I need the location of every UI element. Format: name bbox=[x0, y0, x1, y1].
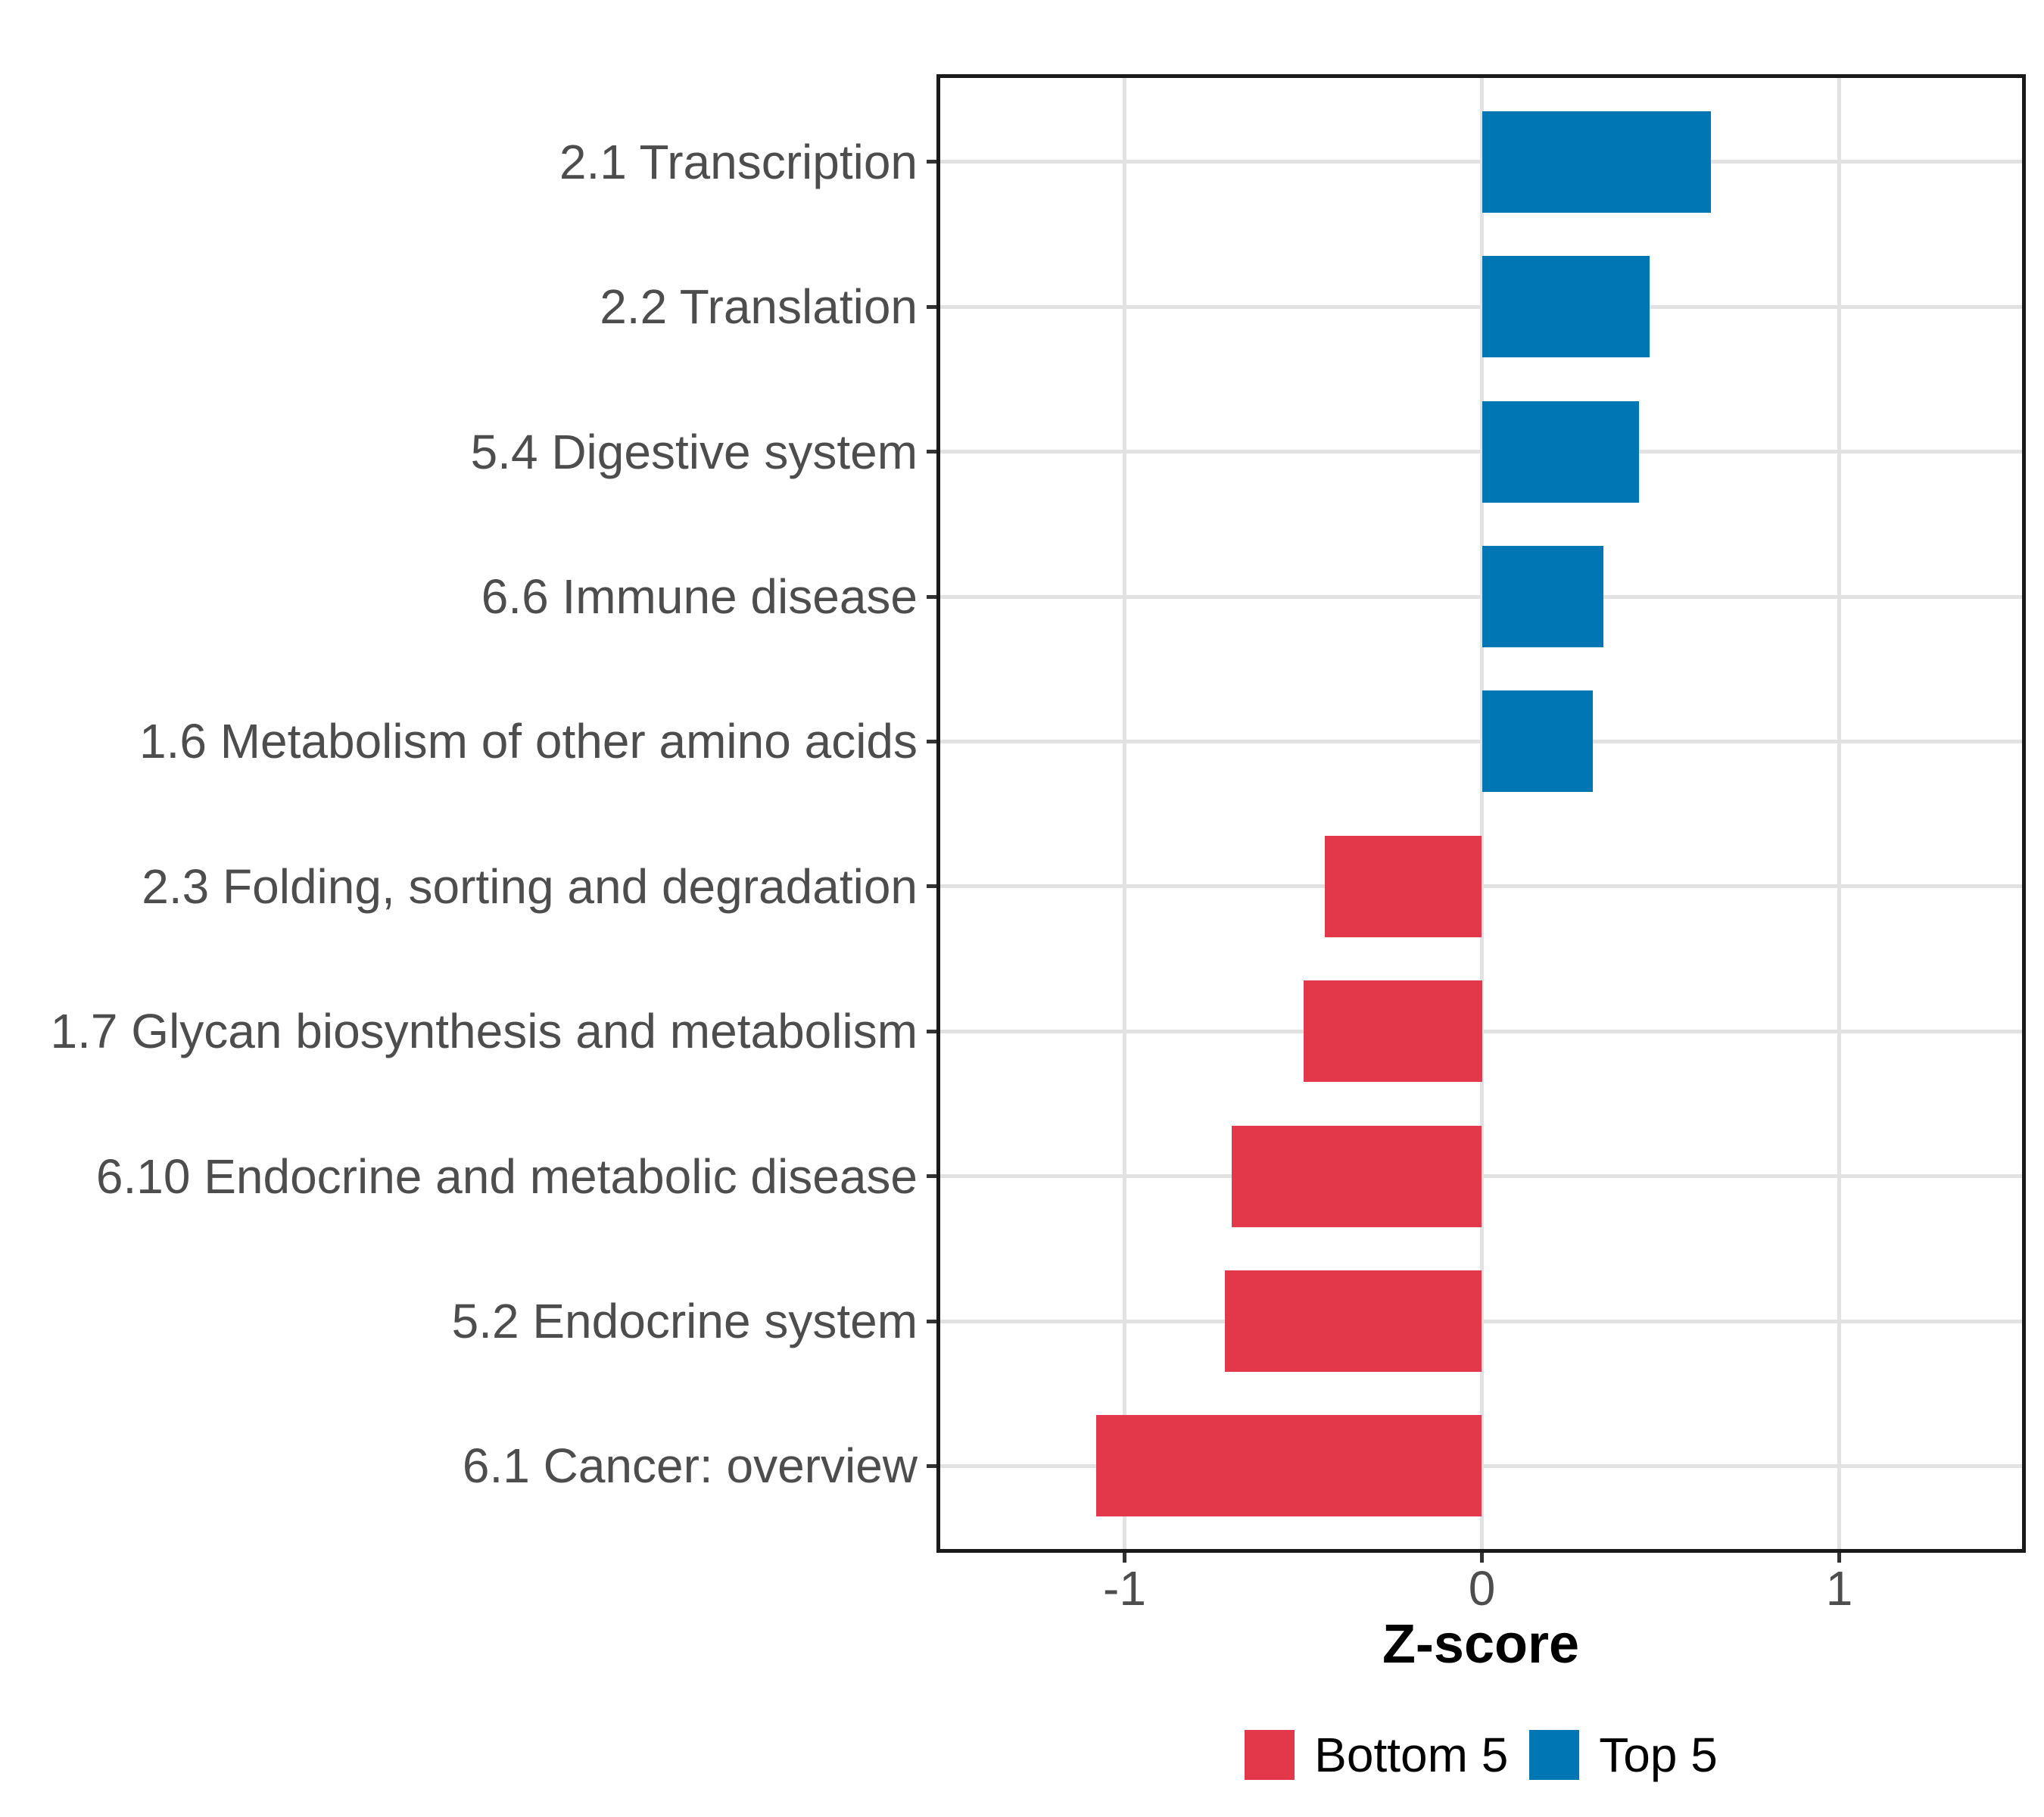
y-axis-tick bbox=[927, 739, 936, 743]
legend-entry-top-5: Top 5 bbox=[1529, 1730, 1718, 1780]
legend-swatch-top-5 bbox=[1529, 1730, 1580, 1780]
y-axis-tick bbox=[927, 1319, 936, 1323]
y-axis-label: 2.3 Folding, sorting and degradation bbox=[142, 859, 918, 914]
gridline-horizontal bbox=[940, 160, 2022, 164]
y-axis-label: 1.7 Glycan biosynthesis and metabolism bbox=[50, 1004, 918, 1059]
gridline-vertical bbox=[1480, 78, 1484, 1549]
gridline-horizontal bbox=[940, 739, 2022, 743]
y-axis-label: 6.6 Immune disease bbox=[481, 569, 918, 624]
bar-1-6-metabolism-of-other-amino-acids bbox=[1482, 690, 1593, 793]
y-axis-tick bbox=[927, 594, 936, 599]
y-axis-tick bbox=[927, 304, 936, 309]
y-axis-label: 2.2 Translation bbox=[600, 279, 918, 335]
gridline-horizontal bbox=[940, 594, 2022, 599]
legend-label: Bottom 5 bbox=[1314, 1728, 1509, 1782]
bar-2-1-transcription bbox=[1482, 111, 1711, 213]
bar-1-7-glycan-biosynthesis-and-metabolism bbox=[1303, 980, 1482, 1083]
y-axis-label: 6.1 Cancer: overview bbox=[462, 1438, 918, 1494]
x-axis-tick-label: -1 bbox=[1103, 1561, 1146, 1616]
bar-6-1-cancer-overview bbox=[1095, 1415, 1482, 1517]
y-axis-label: 6.10 Endocrine and metabolic disease bbox=[95, 1148, 918, 1204]
y-axis-tick bbox=[927, 1463, 936, 1468]
y-axis-tick bbox=[927, 1174, 936, 1179]
x-axis-tick bbox=[1480, 1553, 1484, 1563]
legend: Bottom 5 Top 5 bbox=[936, 1730, 2026, 1780]
y-axis-tick bbox=[927, 1029, 936, 1033]
x-axis-tick-label: 1 bbox=[1825, 1561, 1853, 1616]
bar-5-2-endocrine-system bbox=[1224, 1270, 1482, 1372]
bar-5-4-digestive-system bbox=[1482, 400, 1640, 503]
bar-6-6-immune-disease bbox=[1482, 546, 1603, 647]
gridline-vertical bbox=[1837, 78, 1841, 1549]
x-axis-title: Z-score bbox=[1382, 1614, 1580, 1675]
legend-swatch-bottom-5 bbox=[1245, 1730, 1295, 1780]
gridline-horizontal bbox=[940, 450, 2022, 454]
y-axis-label: 2.1 Transcription bbox=[559, 134, 918, 189]
y-axis-tick bbox=[927, 450, 936, 454]
plot-panel bbox=[936, 74, 2026, 1553]
gridline-vertical bbox=[1123, 78, 1126, 1549]
legend-entry-bottom-5: Bottom 5 bbox=[1245, 1730, 1508, 1780]
x-axis-tick bbox=[1123, 1553, 1126, 1563]
bar-6-10-endocrine-and-metabolic-disease bbox=[1232, 1125, 1482, 1227]
bar-2-3-folding-sorting-and-degradation bbox=[1324, 835, 1482, 937]
y-axis-label: 1.6 Metabolism of other amino acids bbox=[139, 714, 918, 769]
bar-2-2-translation bbox=[1482, 256, 1650, 358]
x-axis-tick bbox=[1837, 1553, 1841, 1563]
y-axis-tick bbox=[927, 884, 936, 889]
y-axis-label: 5.2 Endocrine system bbox=[451, 1294, 918, 1348]
y-axis-tick bbox=[927, 160, 936, 164]
y-axis-label: 5.4 Digestive system bbox=[470, 424, 918, 479]
x-axis-tick-label: 0 bbox=[1468, 1561, 1496, 1616]
legend-label: Top 5 bbox=[1599, 1728, 1718, 1782]
gridline-horizontal bbox=[940, 304, 2022, 309]
